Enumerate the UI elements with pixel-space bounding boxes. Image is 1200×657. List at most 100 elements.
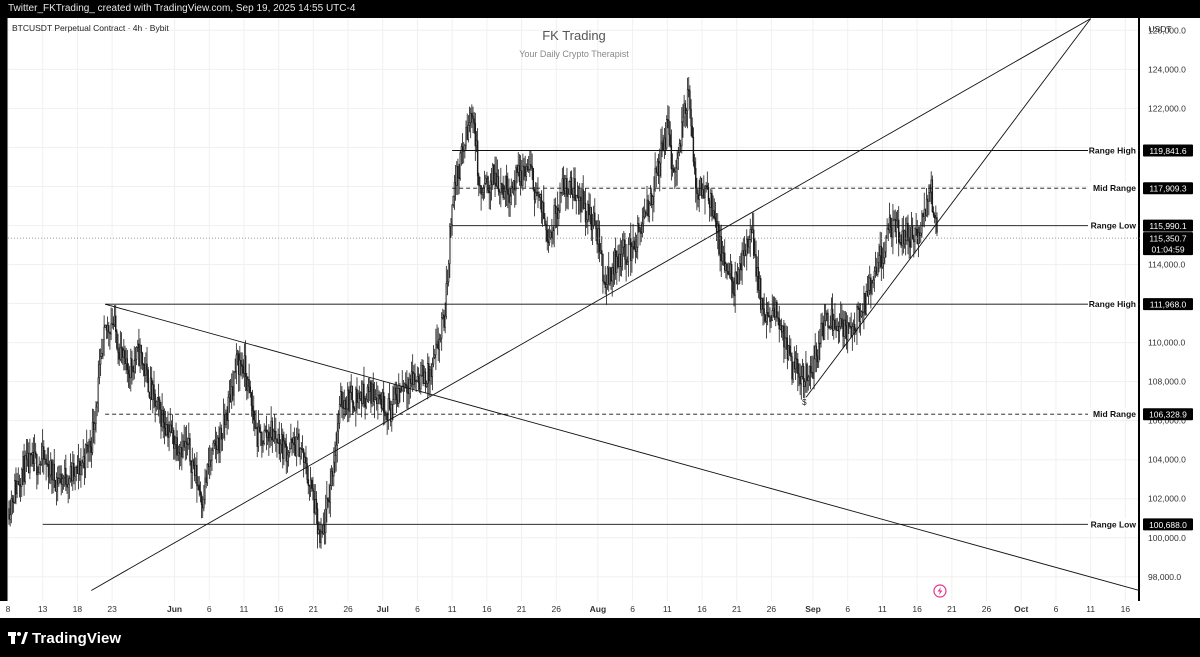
- candle-body: [80, 465, 82, 475]
- candle-body: [684, 103, 686, 115]
- candle-body: [566, 178, 568, 197]
- candle-body: [782, 325, 784, 333]
- candle-body: [806, 363, 808, 381]
- candle-body: [162, 410, 164, 423]
- candle-body: [656, 160, 659, 174]
- candle-body: [306, 463, 308, 480]
- currency-label[interactable]: USDT: [1148, 24, 1171, 34]
- candle-body: [567, 194, 569, 197]
- candle-body: [320, 531, 322, 544]
- candle-body: [318, 529, 320, 535]
- candle-body: [474, 122, 477, 147]
- plot-background[interactable]: [8, 18, 1138, 601]
- candle-body: [701, 189, 704, 196]
- candle-body: [69, 465, 72, 479]
- candle-body: [896, 219, 899, 222]
- candle-body: [109, 332, 111, 335]
- candle-body: [146, 363, 148, 371]
- time-tick-label: 6: [415, 604, 420, 614]
- candle-body: [413, 373, 415, 385]
- candle-body: [497, 176, 500, 192]
- candle-body: [835, 327, 837, 331]
- candle-body: [264, 429, 267, 431]
- candle-body: [770, 320, 772, 322]
- price-tick-label: 122,000.0: [1148, 103, 1186, 113]
- time-tick-label: 21: [732, 604, 742, 614]
- candle-body: [570, 177, 573, 195]
- candle-body: [358, 393, 361, 400]
- candle-body: [279, 443, 282, 454]
- time-axis[interactable]: 8 13 18 23 Jun 6 11 16 21 26 Jul 6 11 16 21 26 Aug 6 11 16 2…: [0, 601, 1200, 618]
- candle-body: [126, 358, 129, 371]
- candle-body: [55, 477, 58, 492]
- candle-body: [913, 238, 915, 243]
- candle-body: [212, 442, 214, 451]
- candle-body: [88, 440, 90, 453]
- candle-body: [205, 477, 207, 483]
- candle-body: [473, 118, 475, 124]
- symbol-info[interactable]: BTCUSDT Perpetual Contract · 4h · Bybit: [12, 23, 169, 33]
- header-caption: Twitter_FKTrading_ created with TradingV…: [8, 3, 356, 14]
- time-tick-label: 11: [663, 604, 672, 614]
- current-price-tag[interactable]: [1143, 232, 1193, 256]
- lightning-icon[interactable]: [933, 584, 947, 598]
- time-tick-label: 26: [552, 604, 562, 614]
- candle-body: [879, 245, 881, 256]
- candle-body: [232, 386, 234, 396]
- candle-body: [233, 371, 235, 396]
- candle-body: [759, 278, 762, 310]
- candle-body: [286, 454, 289, 462]
- candle-body: [458, 177, 460, 180]
- candle-body: [922, 213, 924, 218]
- candle-body: [505, 175, 508, 190]
- candle-body: [480, 185, 482, 195]
- candle-body: [576, 194, 579, 198]
- candle-body: [909, 240, 912, 248]
- candle-body: [654, 168, 656, 191]
- candle-body: [101, 353, 103, 357]
- candle-body: [294, 444, 297, 457]
- candle-body: [141, 352, 144, 365]
- candle-body: [370, 381, 372, 404]
- candle-body: [688, 89, 690, 91]
- candle-body: [771, 310, 773, 321]
- candle-body: [478, 175, 480, 186]
- candle-body: [265, 429, 268, 438]
- watermark-subtitle: Your Daily Crypto Therapist: [519, 49, 629, 59]
- price-tick-label: 98,000.0: [1148, 572, 1181, 582]
- candle-body: [858, 307, 860, 322]
- time-tick-label: 16: [1121, 604, 1131, 614]
- candle-body: [113, 315, 116, 326]
- candle-body: [485, 177, 487, 184]
- candle-body: [135, 347, 138, 360]
- candle-body: [235, 354, 238, 373]
- candle-body: [74, 467, 76, 477]
- candle-body: [815, 345, 818, 357]
- tradingview-logo[interactable]: TradingView: [8, 628, 121, 648]
- candle-body: [442, 314, 444, 318]
- candle-body: [280, 434, 283, 445]
- candle-body: [509, 195, 511, 203]
- candle-body: [431, 363, 434, 378]
- candle-body: [540, 194, 543, 213]
- candle-body: [176, 437, 178, 456]
- candle-body: [92, 421, 95, 430]
- candle-body: [334, 455, 336, 463]
- candle-body: [537, 191, 539, 196]
- candle-body: [793, 361, 796, 370]
- candle-body: [468, 122, 471, 126]
- candle-body: [927, 198, 929, 202]
- candle-body: [193, 465, 196, 476]
- candle-body: [284, 440, 286, 445]
- candle-body: [362, 383, 364, 404]
- candle-body: [699, 177, 702, 196]
- candle-body: [755, 254, 757, 277]
- candle-body: [427, 363, 429, 384]
- top-bar: Twitter_FKTrading_ created with TradingV…: [0, 0, 1200, 18]
- candle-body: [415, 380, 417, 383]
- level-label-bg: [1088, 182, 1138, 194]
- candle-body: [321, 531, 323, 534]
- candle-body: [220, 427, 222, 440]
- candle-body: [326, 498, 328, 510]
